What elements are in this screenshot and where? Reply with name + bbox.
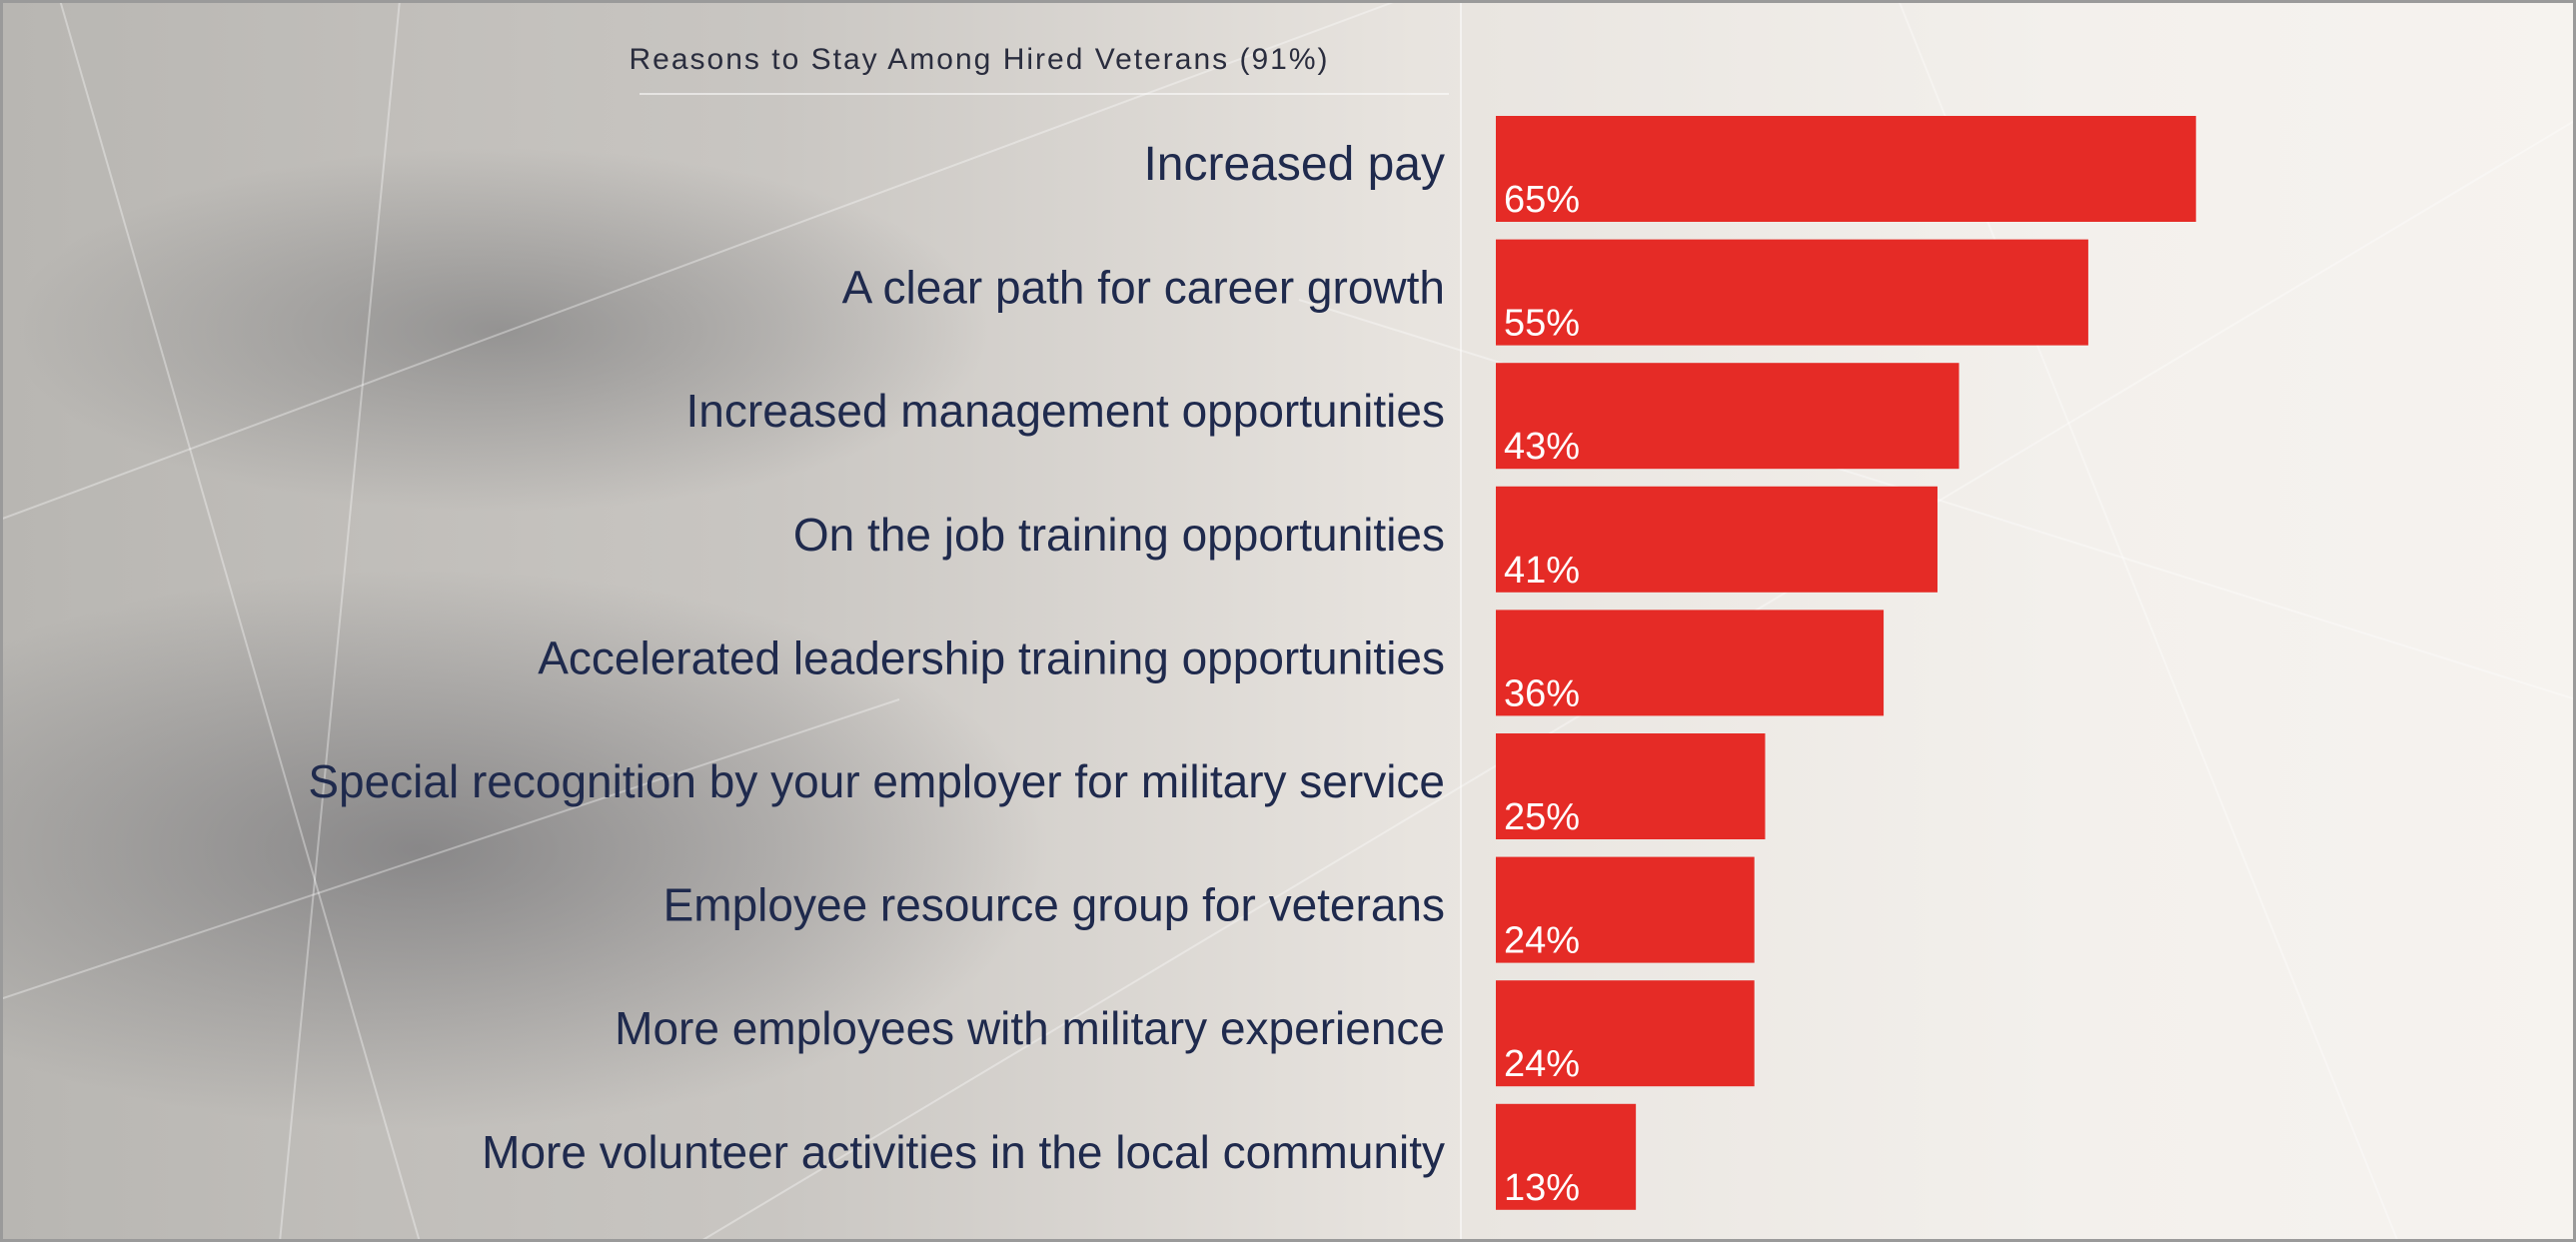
category-label-1: Increased pay: [1143, 138, 1445, 191]
value-label-9: 13%: [1504, 1167, 1580, 1209]
category-label-3: Increased management opportunities: [686, 385, 1445, 437]
bar-5: [1496, 610, 1885, 716]
value-label-4: 41%: [1504, 550, 1580, 592]
value-label-3: 43%: [1504, 426, 1580, 468]
value-label-8: 24%: [1504, 1043, 1580, 1085]
bar-8: [1496, 980, 1755, 1087]
value-label-5: 36%: [1504, 672, 1580, 714]
category-label-5: Accelerated leadership training opportun…: [538, 631, 1445, 683]
category-label-8: More employees with military experience: [615, 1002, 1445, 1054]
bar-9: [1496, 1103, 1637, 1210]
value-label-2: 55%: [1504, 303, 1580, 345]
value-label-7: 24%: [1504, 920, 1580, 962]
chart-title: Reasons to Stay Among Hired Veterans (91…: [629, 43, 1330, 76]
bar-7: [1496, 856, 1755, 963]
category-label-6: Special recognition by your employer for…: [308, 755, 1445, 807]
value-label-6: 25%: [1504, 796, 1580, 838]
category-label-2: A clear path for career growth: [842, 262, 1445, 314]
title-divider: [640, 93, 1449, 95]
bar-6: [1496, 733, 1766, 839]
category-label-9: More volunteer activities in the local c…: [482, 1126, 1445, 1178]
bar-3: [1496, 363, 1959, 470]
bar-2: [1496, 239, 2088, 346]
category-label-4: On the job training opportunities: [793, 509, 1445, 561]
category-label-7: Employee resource group for veterans: [663, 879, 1445, 931]
bar-1: [1496, 116, 2196, 222]
value-label-1: 65%: [1504, 179, 1580, 221]
bar-4: [1496, 486, 1937, 593]
